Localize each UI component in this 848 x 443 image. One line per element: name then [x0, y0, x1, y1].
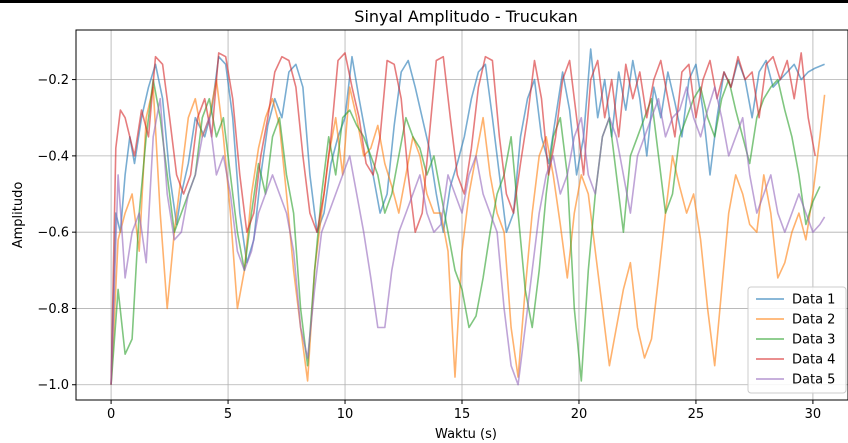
- chart-title: Sinyal Amplitudo - Trucukan: [354, 7, 577, 26]
- legend: Data 1 Data 2 Data 3 Data 4 Data 5: [747, 286, 847, 394]
- x-tick-label: 25: [688, 407, 705, 422]
- legend-label: Data 1: [792, 293, 835, 308]
- y-tick-label: −0.4: [37, 149, 69, 164]
- series-line-data-1: [110, 48, 825, 385]
- series-line-data-5: [110, 86, 826, 386]
- legend-label: Data 4: [792, 353, 835, 368]
- y-tick-label: −0.8: [37, 302, 69, 317]
- y-axis-label: Amplitudo: [11, 182, 26, 249]
- y-tick-label: −1.0: [37, 378, 69, 393]
- x-tick-label: 15: [454, 407, 471, 422]
- series-layer: [110, 48, 826, 386]
- grid-layer: [76, 30, 848, 400]
- x-tick-label: 0: [107, 407, 115, 422]
- x-tick-label: 10: [337, 407, 354, 422]
- legend-label: Data 2: [792, 313, 835, 328]
- top-border: [0, 0, 848, 3]
- series-line-data-2: [110, 78, 826, 385]
- y-tick-label: −0.6: [37, 226, 69, 241]
- y-tick-label: −0.2: [37, 73, 69, 88]
- series-line-data-4: [110, 52, 816, 385]
- x-tick-label: 30: [805, 407, 822, 422]
- x-tick-label: 20: [571, 407, 588, 422]
- legend-box: [747, 286, 847, 394]
- x-axis-label: Waktu (s): [435, 427, 497, 442]
- series-line-data-3: [110, 78, 821, 385]
- ticks-layer: 0 5 10 15 20 25 30 −1.0 −0.8 −0.6 −0.4 −0.2: [37, 73, 821, 422]
- x-tick-label: 5: [224, 407, 232, 422]
- legend-label: Data 3: [792, 333, 835, 348]
- legend-label: Data 5: [792, 373, 835, 388]
